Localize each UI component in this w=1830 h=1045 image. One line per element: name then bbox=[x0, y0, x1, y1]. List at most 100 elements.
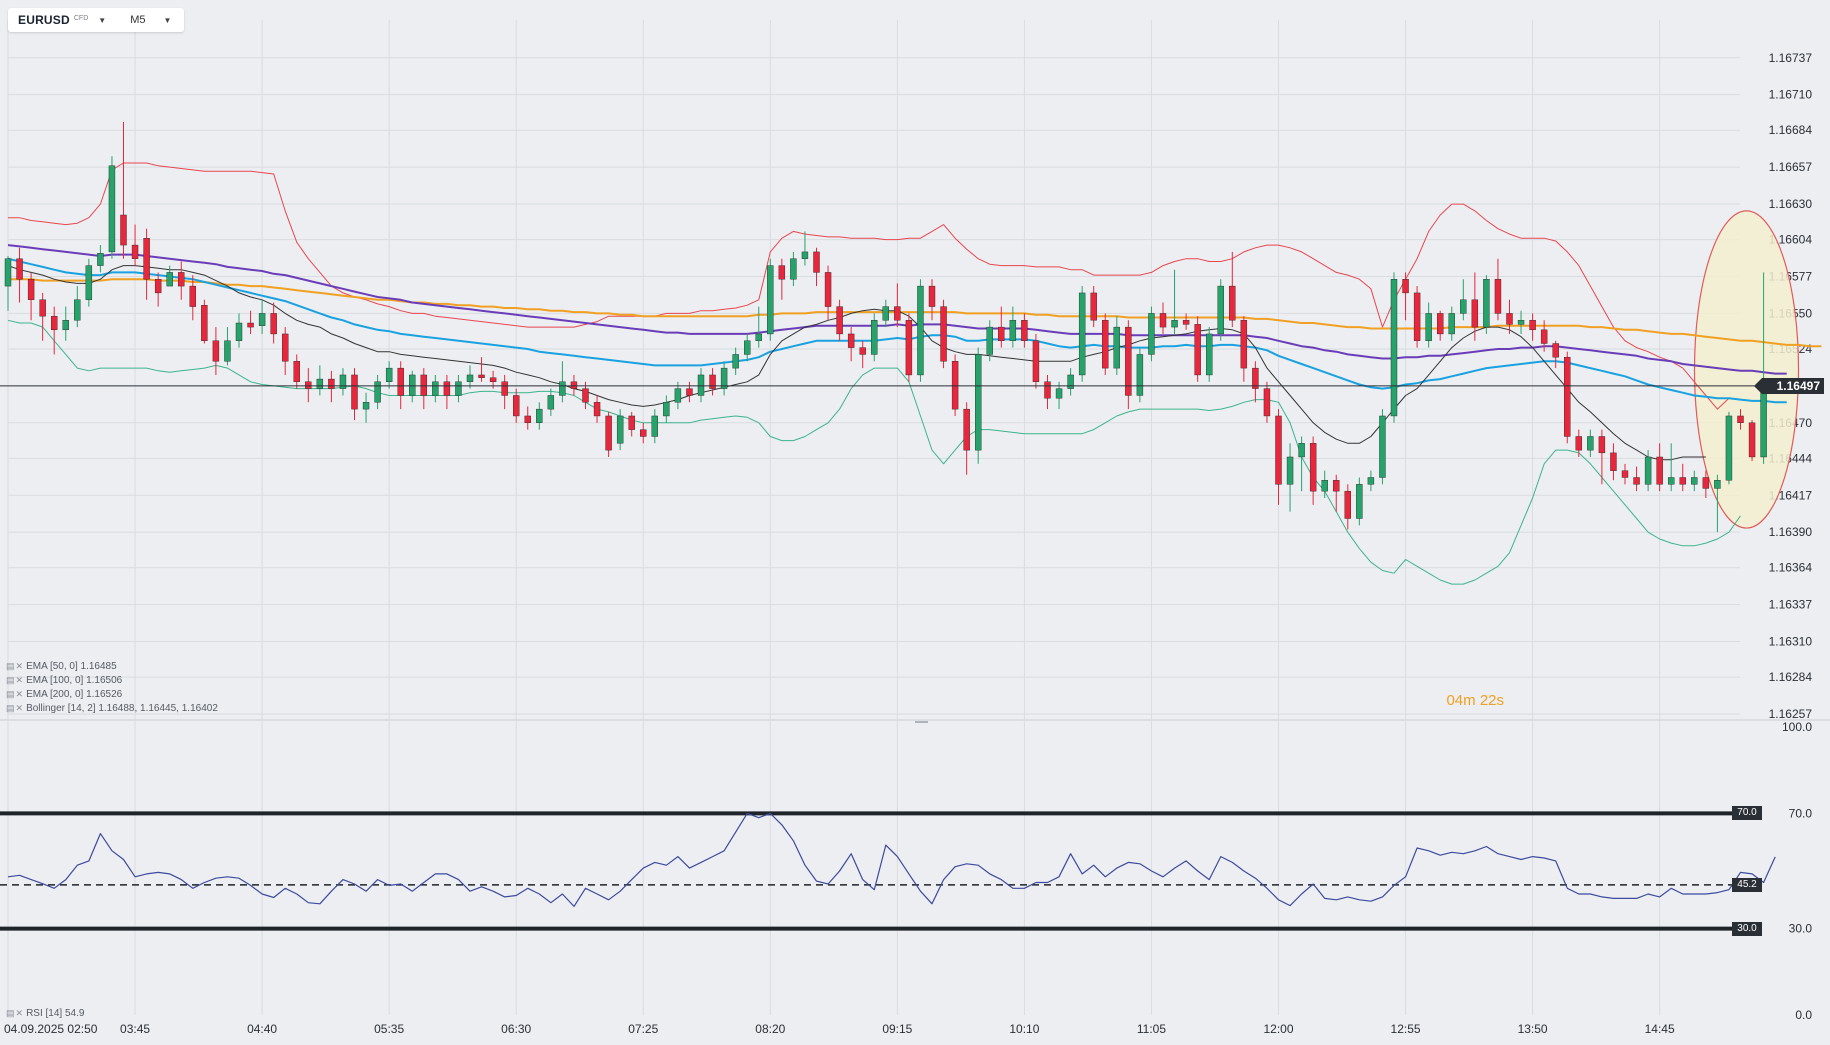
candle bbox=[27, 272, 35, 321]
indicator-settings-icon[interactable]: ▤ bbox=[6, 1008, 15, 1018]
time-axis-label: 07:25 bbox=[628, 1022, 658, 1036]
candle bbox=[824, 265, 832, 321]
candle bbox=[1159, 302, 1167, 334]
candle-body bbox=[328, 378, 335, 389]
candle bbox=[270, 302, 277, 344]
candle-body bbox=[1136, 354, 1144, 396]
candle-body bbox=[1737, 415, 1744, 423]
candle bbox=[1171, 269, 1178, 334]
candle-body bbox=[963, 408, 970, 451]
timer-minutes: 04 bbox=[1446, 692, 1464, 709]
candle bbox=[478, 357, 485, 382]
indicator-settings-icon[interactable]: ▤ bbox=[6, 689, 15, 699]
candle bbox=[201, 299, 208, 344]
symbol-name[interactable]: EURUSD bbox=[18, 13, 70, 27]
candle-body bbox=[74, 299, 81, 321]
candle bbox=[1044, 374, 1051, 410]
price-axis-label: 1.16364 bbox=[1769, 561, 1813, 575]
candle-body bbox=[189, 285, 197, 307]
candle-body bbox=[790, 258, 797, 280]
candle-body bbox=[1598, 436, 1606, 454]
candle-body bbox=[1460, 299, 1467, 314]
candle-body bbox=[1321, 480, 1328, 492]
candle-body bbox=[1182, 320, 1190, 325]
candle bbox=[501, 374, 508, 410]
candle-body bbox=[524, 415, 531, 423]
candle bbox=[39, 292, 46, 341]
candle-body bbox=[951, 361, 959, 410]
candle-body bbox=[1298, 443, 1305, 458]
candle-body bbox=[651, 415, 658, 437]
candle bbox=[293, 354, 300, 389]
indicator-settings-icon[interactable]: ▤ bbox=[6, 703, 15, 713]
candle bbox=[605, 411, 612, 457]
candle-body bbox=[547, 395, 555, 410]
indicator-remove-icon[interactable]: ✕ bbox=[15, 661, 24, 671]
price-axis-label: 1.16684 bbox=[1769, 123, 1813, 137]
symbol-toolbar: EURUSD CFD ▼ M5 ▼ bbox=[8, 8, 184, 32]
candle-body bbox=[871, 320, 878, 355]
candle-body bbox=[801, 251, 809, 259]
candle-body bbox=[536, 408, 543, 423]
time-axis-label: 09:15 bbox=[882, 1022, 912, 1036]
candle bbox=[1587, 429, 1594, 457]
candle bbox=[709, 368, 716, 396]
candle-body bbox=[744, 340, 751, 355]
candle-body bbox=[663, 402, 670, 417]
price-axis-label: 1.16257 bbox=[1769, 707, 1813, 721]
price-axis-label: 1.16630 bbox=[1769, 197, 1813, 211]
current-price-tag: 1.16497 bbox=[1754, 377, 1824, 394]
candle bbox=[1356, 477, 1363, 526]
candle-body bbox=[593, 402, 601, 417]
candle bbox=[1194, 316, 1201, 382]
candle bbox=[385, 361, 393, 389]
candle bbox=[1009, 306, 1017, 348]
candle-body bbox=[501, 381, 508, 396]
indicator-remove-icon[interactable]: ✕ bbox=[15, 1008, 24, 1018]
candle bbox=[166, 265, 173, 287]
candle bbox=[928, 279, 936, 321]
candle-body bbox=[1229, 285, 1236, 321]
indicator-remove-icon[interactable]: ✕ bbox=[15, 703, 24, 713]
candle bbox=[4, 256, 12, 311]
candle bbox=[1471, 272, 1479, 341]
candle-body bbox=[697, 374, 705, 396]
candle-body bbox=[1205, 333, 1213, 376]
candle-body bbox=[339, 374, 347, 389]
indicator-settings-icon[interactable]: ▤ bbox=[6, 661, 15, 671]
rsi-axis-label: 0.0 bbox=[1795, 1008, 1812, 1022]
candle bbox=[1367, 470, 1375, 492]
timeframe-dropdown-chevron-icon[interactable]: ▼ bbox=[163, 15, 172, 25]
candle bbox=[1252, 361, 1259, 403]
timeframe-select[interactable]: M5 bbox=[130, 14, 146, 26]
candle-body bbox=[778, 265, 786, 280]
candle bbox=[143, 228, 150, 300]
candle bbox=[247, 310, 254, 334]
indicator-remove-icon[interactable]: ✕ bbox=[15, 689, 24, 699]
candle bbox=[154, 272, 162, 307]
indicator-settings-icon[interactable]: ▤ bbox=[6, 675, 15, 685]
candle-body bbox=[1286, 456, 1294, 485]
candle bbox=[640, 422, 647, 444]
candle-body bbox=[455, 381, 462, 396]
candle bbox=[108, 156, 116, 259]
candle-body bbox=[836, 306, 843, 335]
candle-body bbox=[1667, 477, 1675, 485]
candle-body bbox=[51, 315, 58, 331]
candle bbox=[362, 392, 370, 423]
candle-body bbox=[62, 320, 69, 331]
candle-body bbox=[1413, 292, 1421, 341]
candle bbox=[986, 320, 993, 362]
candle bbox=[1102, 313, 1109, 375]
candle-body bbox=[998, 326, 1005, 341]
candle bbox=[1067, 368, 1074, 396]
candle bbox=[1737, 409, 1744, 430]
indicator-remove-icon[interactable]: ✕ bbox=[15, 675, 24, 685]
candle bbox=[1136, 347, 1144, 403]
candle-body bbox=[1021, 320, 1028, 341]
time-axis-label: 03:45 bbox=[120, 1022, 150, 1036]
candle-body bbox=[1702, 477, 1710, 489]
candle-body bbox=[108, 165, 116, 253]
symbol-dropdown-chevron-icon[interactable]: ▼ bbox=[98, 15, 107, 25]
